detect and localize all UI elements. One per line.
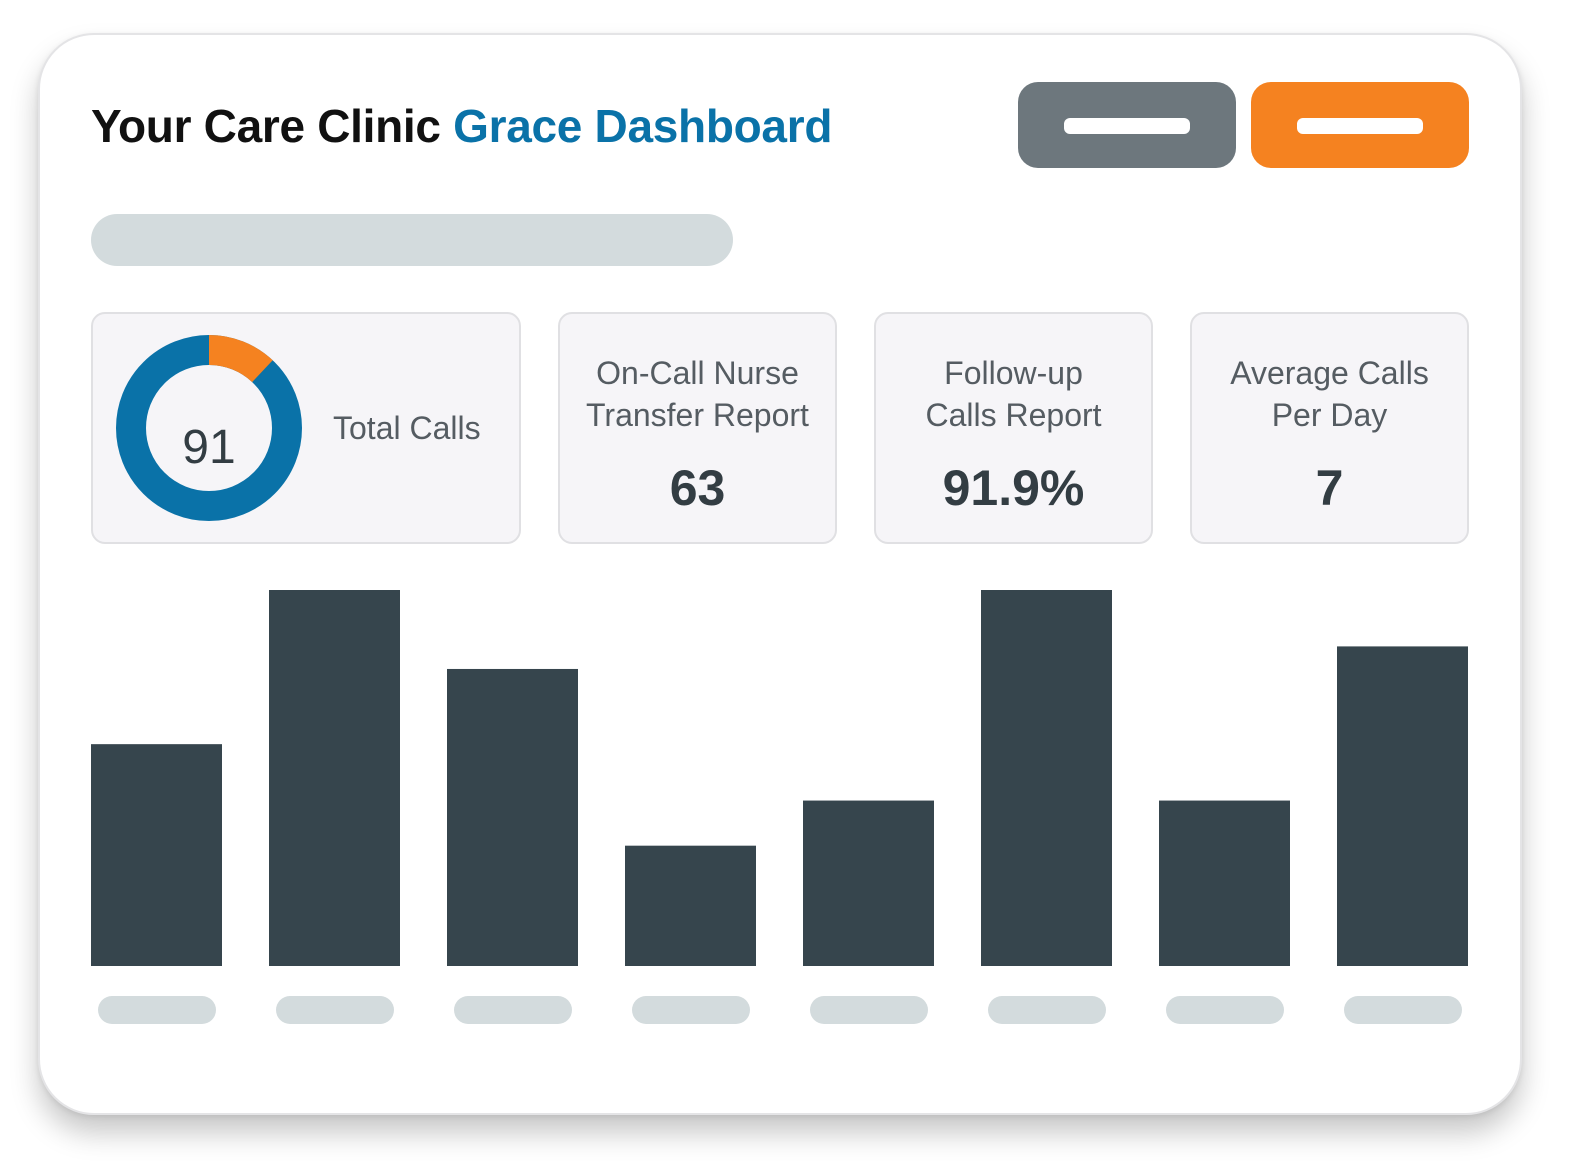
x-label-placeholder-7 <box>1166 996 1284 1024</box>
x-label-placeholder-2 <box>276 996 394 1024</box>
total-calls-donut: 91 <box>115 334 303 522</box>
follow-up-card[interactable]: Follow-up Calls Report 91.9% <box>874 312 1153 544</box>
nurse-transfer-label: On-Call Nurse Transfer Report <box>586 355 809 433</box>
total-calls-value: 91 <box>182 421 236 474</box>
x-label-placeholder-5 <box>810 996 928 1024</box>
dashboard-name: Grace Dashboard <box>453 100 833 152</box>
bar-4[interactable] <box>625 845 756 966</box>
bar-2[interactable] <box>269 590 400 966</box>
total-calls-card[interactable]: 91 Total Calls <box>91 312 521 544</box>
secondary-button[interactable] <box>1018 82 1236 168</box>
bar-1[interactable] <box>91 744 222 966</box>
primary-button-placeholder <box>1297 118 1423 134</box>
x-label-placeholder-6 <box>988 996 1106 1024</box>
average-calls-value: 7 <box>1315 460 1344 516</box>
x-label-placeholder-8 <box>1344 996 1462 1024</box>
x-label-placeholder-3 <box>454 996 572 1024</box>
bar-7[interactable] <box>1159 800 1290 966</box>
follow-up-value: 91.9% <box>942 460 1085 516</box>
follow-up-label: Follow-up Calls Report <box>925 355 1102 433</box>
dashboard-card <box>38 33 1522 1115</box>
nurse-transfer-card[interactable]: On-Call Nurse Transfer Report 63 <box>558 312 837 544</box>
secondary-button-placeholder <box>1064 118 1190 134</box>
donut-chart <box>116 335 302 521</box>
donut-segment-orange <box>116 335 302 521</box>
bar-6[interactable] <box>981 590 1112 966</box>
primary-button[interactable] <box>1251 82 1469 168</box>
x-label-placeholder-4 <box>632 996 750 1024</box>
x-label-placeholder-1 <box>98 996 216 1024</box>
search-bar-placeholder[interactable] <box>91 214 733 266</box>
bar-8[interactable] <box>1337 646 1468 966</box>
nurse-transfer-value: 63 <box>669 460 726 516</box>
average-calls-label: Average Calls Per Day <box>1230 355 1429 433</box>
bar-3[interactable] <box>447 668 578 966</box>
average-calls-card[interactable]: Average Calls Per Day 7 <box>1190 312 1469 544</box>
bar-5[interactable] <box>803 800 934 966</box>
total-calls-label: Total Calls <box>333 410 481 446</box>
clinic-name: Your Care Clinic <box>91 100 441 152</box>
page-title: Your Care Clinic Grace Dashboard <box>91 96 832 156</box>
